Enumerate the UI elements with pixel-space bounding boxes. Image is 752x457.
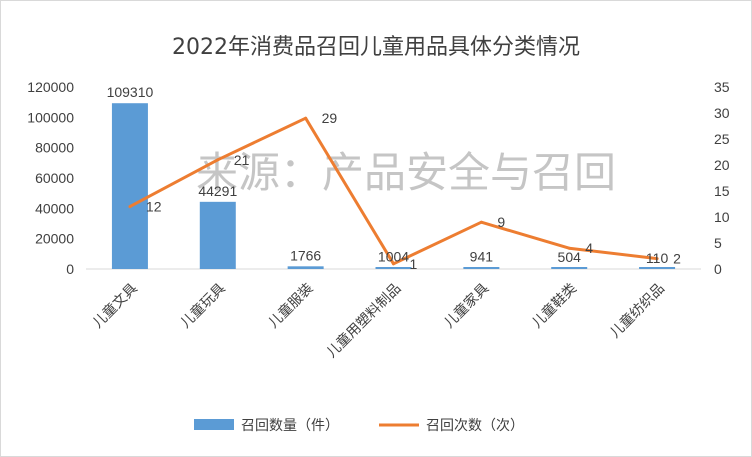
- left-axis-tick-label: 80000: [35, 140, 74, 156]
- line-point: [216, 158, 220, 162]
- line-series: [128, 116, 659, 266]
- right-axis-tick-label: 25: [714, 131, 730, 147]
- bar: [463, 267, 500, 269]
- right-axis-tick-label: 15: [714, 183, 730, 199]
- bar-data-label: 1766: [290, 247, 321, 263]
- left-axis-tick-label: 20000: [35, 231, 74, 247]
- legend: 召回数量（件） 召回次数（次）: [194, 418, 524, 434]
- right-axis: 0 5 10 15 20 25 30 35: [714, 79, 730, 277]
- line-point: [567, 246, 571, 250]
- category-label: 儿童鞋类: [528, 280, 580, 332]
- legend-bar-swatch: [194, 419, 234, 430]
- line-point: [479, 220, 483, 224]
- bar: [375, 267, 412, 269]
- bar-data-label: 941: [470, 249, 494, 265]
- category-labels: 儿童文具 儿童玩具 儿童服装 儿童用塑料制品 儿童家具 儿童鞋类 儿童纺织品: [89, 280, 668, 361]
- left-axis-tick-label: 60000: [35, 170, 74, 186]
- bar: [111, 103, 148, 269]
- bar-series: [111, 103, 676, 269]
- line-point: [655, 257, 659, 261]
- line-data-labels: 12 21 29 1 9 4 2: [146, 110, 681, 272]
- right-axis-tick-label: 35: [714, 79, 730, 95]
- bar-data-label: 109310: [107, 84, 154, 100]
- bar-data-label: 504: [558, 249, 582, 265]
- legend-bar-label: 召回数量（件）: [241, 418, 339, 434]
- line-data-label: 21: [234, 152, 250, 168]
- chart-title: 2022年消费品召回儿童用品具体分类情况: [172, 35, 580, 60]
- bar: [199, 201, 236, 269]
- line-data-label: 2: [673, 251, 681, 267]
- bar: [639, 267, 676, 269]
- right-axis-tick-label: 20: [714, 157, 730, 173]
- line-point: [128, 205, 132, 209]
- left-axis-tick-label: 0: [66, 261, 74, 277]
- legend-line-label: 召回次数（次）: [426, 418, 524, 434]
- line-point: [392, 262, 395, 266]
- left-axis-tick-label: 100000: [27, 109, 74, 125]
- right-axis-tick-label: 5: [714, 235, 722, 251]
- left-axis-tick-label: 40000: [35, 200, 74, 216]
- bar: [551, 267, 588, 269]
- category-label: 儿童纺织品: [606, 280, 668, 342]
- line-data-label: 9: [497, 214, 505, 230]
- bar: [287, 266, 324, 269]
- bar-data-labels: 109310 44291 1766 1004 941 504 110: [107, 84, 669, 266]
- line-data-label: 29: [322, 110, 338, 126]
- category-label: 儿童文具: [89, 280, 141, 332]
- line-data-label: 12: [146, 199, 162, 215]
- watermark: 来源：产品安全与召回: [196, 148, 616, 197]
- category-label: 儿童玩具: [177, 280, 229, 332]
- left-axis-tick-label: 120000: [27, 79, 74, 95]
- category-label: 儿童家具: [441, 280, 493, 332]
- left-axis: 0 20000 40000 60000 80000 100000 120000: [27, 79, 74, 277]
- category-label: 儿童用塑料制品: [323, 280, 404, 361]
- bar-data-label: 44291: [198, 183, 237, 199]
- category-label: 儿童服装: [265, 280, 317, 332]
- line-data-label: 4: [585, 240, 593, 256]
- bar-data-label: 110: [646, 250, 669, 266]
- right-axis-tick-label: 0: [714, 261, 722, 277]
- right-axis-tick-label: 30: [714, 105, 730, 121]
- right-axis-tick-label: 10: [714, 209, 730, 225]
- line-data-label: 1: [410, 256, 418, 272]
- line-point: [304, 116, 308, 120]
- bar-data-label: 1004: [378, 248, 409, 264]
